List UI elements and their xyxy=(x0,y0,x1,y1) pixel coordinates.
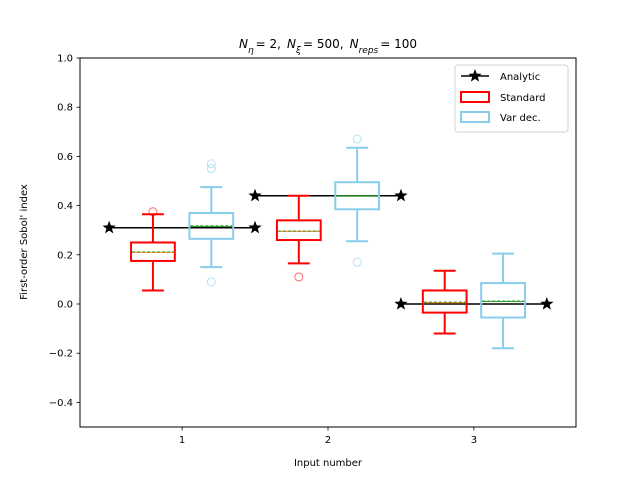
analytic-star-marker xyxy=(248,188,262,202)
title-xi-val: = 500, xyxy=(303,37,344,51)
y-axis-label: First-order Sobol' index xyxy=(19,184,30,300)
legend-vardec-label: Var dec. xyxy=(500,113,541,124)
box-body xyxy=(130,241,176,262)
analytic-star-marker xyxy=(248,220,262,234)
title-xi-sub: ξ xyxy=(295,46,302,56)
x-tick-label: 3 xyxy=(471,435,477,446)
chart-title: Nη = 2, Nξ = 500, Nreps = 100 xyxy=(239,37,417,56)
analytic-star-marker xyxy=(394,188,408,202)
axes: −0.4 −0.2 0.0 0.2 0.4 0.6 0.8 1.0 1 2 3 xyxy=(49,54,577,446)
box-body xyxy=(480,282,526,319)
analytic-star-marker xyxy=(540,297,554,310)
x-tick-label: 2 xyxy=(325,435,331,446)
legend: Analytic Standard Var dec. xyxy=(454,64,569,133)
box-flier xyxy=(206,277,216,287)
legend-frame xyxy=(454,64,569,133)
box-flier xyxy=(294,272,304,282)
y-tick-label: 1.0 xyxy=(57,54,73,65)
y-tick-label: 0.8 xyxy=(57,103,73,114)
analytic-star-marker xyxy=(102,220,116,234)
legend-standard-swatch xyxy=(460,91,490,103)
title-n-reps: N xyxy=(350,37,359,51)
box-body xyxy=(188,211,235,240)
y-tick-label: 0.2 xyxy=(57,250,73,261)
legend-vardec-swatch xyxy=(460,111,490,123)
y-tick-label: 0.0 xyxy=(57,300,73,311)
title-reps-sub: reps xyxy=(359,46,379,56)
title-eta-sub: η xyxy=(248,46,254,56)
box-flier xyxy=(206,164,216,174)
x-axis-label: Input number xyxy=(294,458,363,469)
analytic-star-marker xyxy=(394,297,408,310)
legend-analytic-label: Analytic xyxy=(500,72,540,83)
x-tick-label: 1 xyxy=(179,435,185,446)
box-flier xyxy=(148,207,158,217)
y-tick-label: −0.2 xyxy=(49,349,73,360)
y-tick-label: 0.4 xyxy=(57,201,73,212)
legend-analytic-star xyxy=(468,69,482,82)
box-body xyxy=(421,289,468,314)
title-n-xi: N xyxy=(287,37,296,51)
box-flier xyxy=(352,134,362,144)
plot-area xyxy=(102,134,554,350)
box-flier xyxy=(206,159,216,169)
title-eta-val: = 2, xyxy=(256,37,281,51)
title-reps-val: = 100 xyxy=(380,37,417,51)
y-tick-label: 0.6 xyxy=(57,152,73,163)
box-flier xyxy=(352,257,362,267)
title-n-eta: N xyxy=(239,37,248,51)
y-tick-label: −0.4 xyxy=(49,398,73,409)
box-body xyxy=(334,181,381,211)
legend-standard-label: Standard xyxy=(500,93,546,104)
box-body xyxy=(275,219,322,242)
